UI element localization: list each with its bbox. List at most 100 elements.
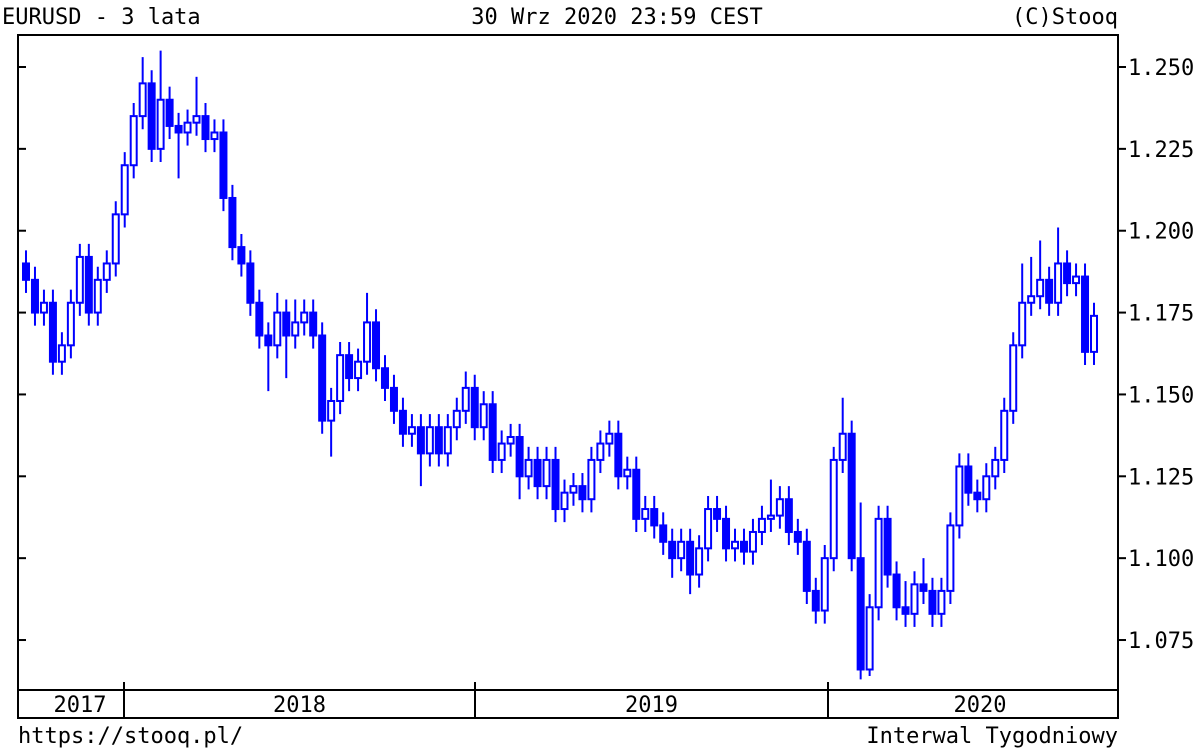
candle bbox=[300, 299, 309, 336]
candle bbox=[192, 76, 201, 136]
x-axis-bar bbox=[17, 689, 1119, 719]
candle bbox=[775, 486, 784, 529]
candle bbox=[183, 109, 192, 146]
candle-body-down bbox=[784, 498, 793, 533]
candle-body-up bbox=[102, 262, 111, 281]
candle-body-down bbox=[309, 311, 318, 337]
candle bbox=[614, 420, 623, 490]
candle-body-up bbox=[587, 458, 596, 501]
candle bbox=[39, 289, 48, 326]
candle-body-down bbox=[264, 334, 273, 347]
candle-body-down bbox=[30, 278, 39, 314]
candle bbox=[560, 479, 569, 523]
candle bbox=[668, 528, 677, 578]
candle bbox=[551, 446, 560, 523]
candle bbox=[210, 119, 219, 153]
candle bbox=[363, 292, 372, 375]
candle bbox=[174, 112, 183, 179]
candle bbox=[793, 518, 802, 555]
candle bbox=[434, 414, 443, 467]
candle bbox=[380, 355, 389, 401]
candle bbox=[748, 518, 757, 565]
candle bbox=[246, 250, 255, 316]
candle bbox=[802, 528, 811, 605]
candle bbox=[982, 463, 991, 513]
candle-body-down bbox=[659, 524, 668, 543]
candle bbox=[273, 292, 282, 359]
candle bbox=[757, 505, 766, 546]
candle bbox=[883, 505, 892, 588]
candle-body-down bbox=[22, 262, 30, 281]
candle bbox=[766, 479, 775, 532]
candle bbox=[632, 456, 641, 532]
candle bbox=[327, 387, 336, 457]
candle bbox=[1054, 227, 1063, 316]
candle-body-down bbox=[174, 124, 183, 134]
candle-body-down bbox=[84, 255, 93, 314]
candle bbox=[156, 50, 165, 162]
candle bbox=[407, 414, 416, 447]
candle-body-up bbox=[677, 540, 686, 560]
candle-body-up bbox=[1090, 314, 1098, 353]
candle bbox=[578, 473, 587, 513]
candle bbox=[596, 430, 605, 474]
candle bbox=[515, 423, 524, 500]
candle-body-up bbox=[704, 508, 713, 550]
candle-body-down bbox=[811, 589, 820, 612]
candle-body-up bbox=[766, 514, 775, 520]
candle-body-down bbox=[201, 115, 210, 141]
candle-body-up bbox=[129, 115, 138, 167]
candle bbox=[704, 495, 713, 562]
candle-body-down bbox=[892, 573, 901, 609]
candle bbox=[865, 594, 874, 677]
candle bbox=[461, 371, 470, 424]
candle-body-up bbox=[443, 426, 452, 455]
candle bbox=[928, 577, 937, 627]
candle bbox=[569, 473, 578, 506]
candle-body-down bbox=[802, 540, 811, 592]
candle-body-down bbox=[686, 540, 695, 576]
candle bbox=[389, 374, 398, 424]
candle-body-down bbox=[901, 606, 910, 615]
candle-body-down bbox=[398, 409, 407, 435]
candle-body-up bbox=[120, 164, 129, 216]
candle-body-up bbox=[524, 458, 533, 478]
candle-body-up bbox=[946, 524, 955, 592]
candle bbox=[102, 250, 111, 293]
candle bbox=[84, 243, 93, 326]
x-axis: 2017 2018 2019 2020 bbox=[54, 682, 1006, 718]
candle-body-up bbox=[192, 115, 201, 124]
footer-url[interactable]: https://stooq.pl/ bbox=[18, 724, 243, 749]
x-tick-label: 2019 bbox=[625, 693, 678, 718]
candle-body-down bbox=[1045, 278, 1054, 304]
candle bbox=[75, 243, 84, 316]
footer-interval: Interwal Tygodniowy bbox=[866, 724, 1118, 749]
candle-body-down bbox=[470, 386, 479, 429]
candle-body-up bbox=[829, 458, 838, 560]
candle bbox=[587, 446, 596, 513]
candle bbox=[452, 397, 461, 441]
candle-body-down bbox=[246, 262, 255, 304]
candle-body-down bbox=[722, 517, 731, 550]
candle bbox=[677, 528, 686, 572]
candle bbox=[713, 495, 722, 532]
candle bbox=[847, 420, 856, 572]
candle-body-down bbox=[713, 508, 722, 520]
candle bbox=[731, 528, 740, 562]
candle bbox=[138, 57, 147, 130]
candle bbox=[1000, 397, 1009, 474]
candle bbox=[946, 512, 955, 605]
candle-body-up bbox=[39, 301, 48, 314]
candle bbox=[1045, 266, 1054, 316]
candle-body-up bbox=[75, 255, 84, 304]
candle bbox=[964, 453, 973, 506]
y-tick-label: 1.175 bbox=[1128, 302, 1194, 327]
candle-body-up bbox=[955, 465, 964, 527]
candle bbox=[641, 495, 650, 532]
candle bbox=[955, 453, 964, 539]
candle-body-down bbox=[632, 468, 641, 520]
candle-body-down bbox=[416, 426, 425, 455]
candle bbox=[506, 423, 515, 457]
candle bbox=[937, 577, 946, 627]
candle-body-up bbox=[156, 98, 165, 150]
